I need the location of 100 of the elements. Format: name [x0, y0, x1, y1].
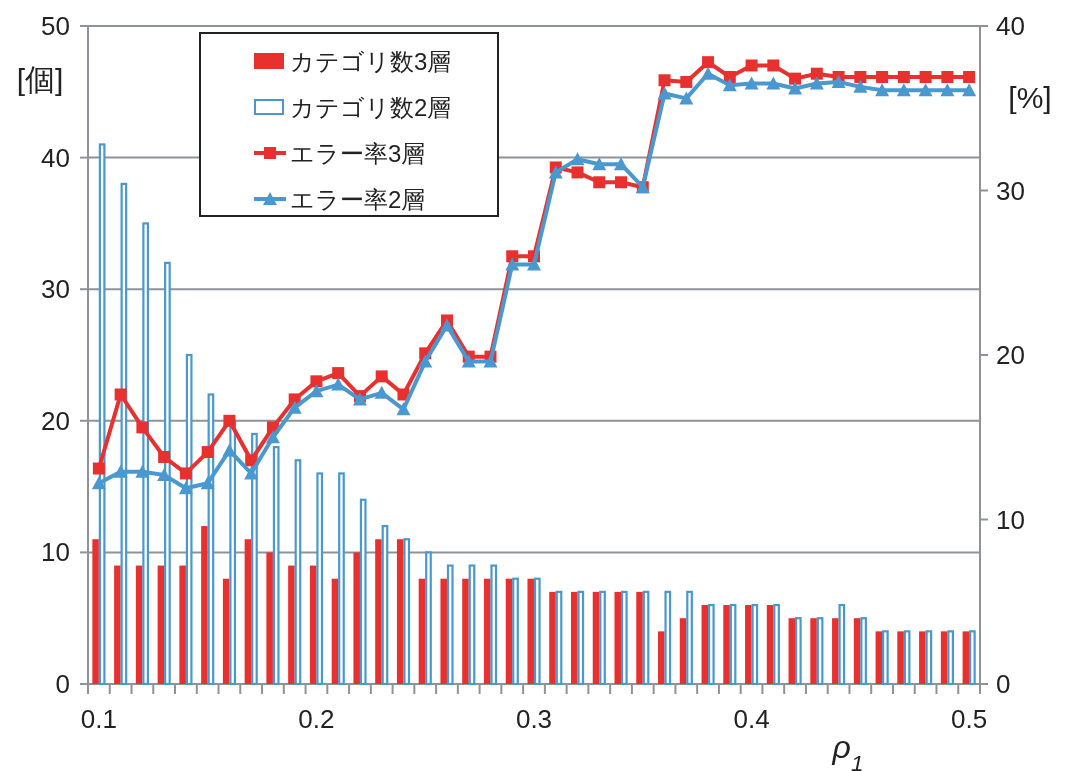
bar — [636, 591, 643, 684]
bar — [309, 565, 317, 684]
bar — [838, 603, 846, 686]
point — [178, 481, 193, 495]
point — [680, 75, 693, 88]
bar — [707, 603, 715, 686]
point — [506, 250, 519, 263]
point — [265, 430, 280, 444]
point — [179, 467, 192, 480]
point — [309, 384, 324, 398]
bar — [614, 591, 622, 684]
bar — [664, 590, 672, 686]
bar — [179, 565, 186, 684]
point — [766, 76, 781, 90]
point — [418, 354, 433, 368]
point — [789, 72, 802, 85]
bar — [114, 565, 121, 684]
bar — [679, 618, 687, 684]
bar — [947, 630, 954, 686]
x-tick-label: 0.4 — [733, 704, 770, 734]
bar — [490, 564, 498, 686]
point — [962, 83, 977, 97]
y2-tick-label: 40 — [996, 11, 1025, 41]
point — [287, 400, 302, 414]
point — [310, 375, 323, 388]
bar — [512, 577, 519, 686]
y2-tick-label: 0 — [996, 669, 1011, 699]
bar — [288, 565, 295, 684]
bar — [359, 498, 367, 686]
point — [548, 165, 563, 179]
bar — [316, 472, 324, 686]
point — [375, 370, 388, 383]
bar — [969, 630, 976, 686]
point — [918, 83, 933, 97]
bar — [788, 618, 796, 684]
point — [200, 476, 215, 490]
y-tick-label: 10 — [41, 537, 70, 568]
bar — [353, 552, 360, 684]
point — [113, 464, 128, 478]
bar — [745, 605, 752, 684]
point — [505, 257, 520, 271]
bar — [533, 577, 541, 686]
bar — [418, 578, 426, 684]
point — [527, 257, 541, 271]
bar — [853, 618, 861, 684]
bar — [222, 578, 230, 684]
y2-tick-label: 30 — [996, 175, 1025, 206]
bar — [440, 578, 447, 684]
bar — [897, 631, 904, 684]
bar — [729, 603, 737, 686]
point — [593, 176, 606, 189]
point — [483, 354, 498, 368]
bar — [599, 590, 606, 686]
bar — [338, 472, 345, 686]
point — [461, 354, 476, 368]
point — [592, 157, 607, 171]
x-tick-label: 0.3 — [515, 704, 553, 734]
point — [615, 176, 628, 189]
bar — [555, 590, 563, 686]
legend-label: カテゴリ数2層 — [290, 94, 452, 121]
point — [396, 402, 411, 416]
point — [767, 59, 780, 72]
point — [374, 385, 389, 399]
y2-axis-title: [%] — [1008, 81, 1052, 114]
bar — [462, 578, 469, 684]
point — [702, 56, 715, 69]
point — [245, 454, 258, 467]
bar — [483, 578, 491, 684]
bar — [766, 605, 774, 684]
bar — [940, 631, 948, 684]
point — [744, 76, 759, 90]
legend-label: エラー率3層 — [290, 140, 426, 167]
bar — [751, 603, 759, 686]
point — [158, 450, 171, 463]
point — [722, 78, 737, 92]
point — [875, 83, 890, 97]
point — [919, 71, 932, 83]
point — [963, 71, 976, 83]
x-axis-title: ρ$_{1}$ — [831, 729, 864, 771]
legend-label: エラー率2層 — [290, 186, 426, 213]
bar — [658, 631, 665, 684]
y2-tick-label: 20 — [996, 340, 1025, 370]
point — [114, 388, 127, 401]
point — [201, 446, 214, 459]
bar — [642, 590, 650, 686]
point — [571, 166, 584, 179]
point — [745, 59, 758, 72]
bar — [773, 603, 780, 686]
point — [332, 367, 345, 380]
bar — [294, 459, 302, 686]
bar — [331, 578, 339, 684]
point — [831, 74, 846, 88]
point — [897, 71, 910, 83]
bar — [962, 631, 970, 684]
x-tick-label: 0.2 — [298, 704, 335, 734]
bar — [592, 591, 600, 684]
bar — [527, 578, 534, 684]
point — [136, 421, 149, 434]
point — [896, 83, 911, 97]
bar — [549, 591, 556, 684]
